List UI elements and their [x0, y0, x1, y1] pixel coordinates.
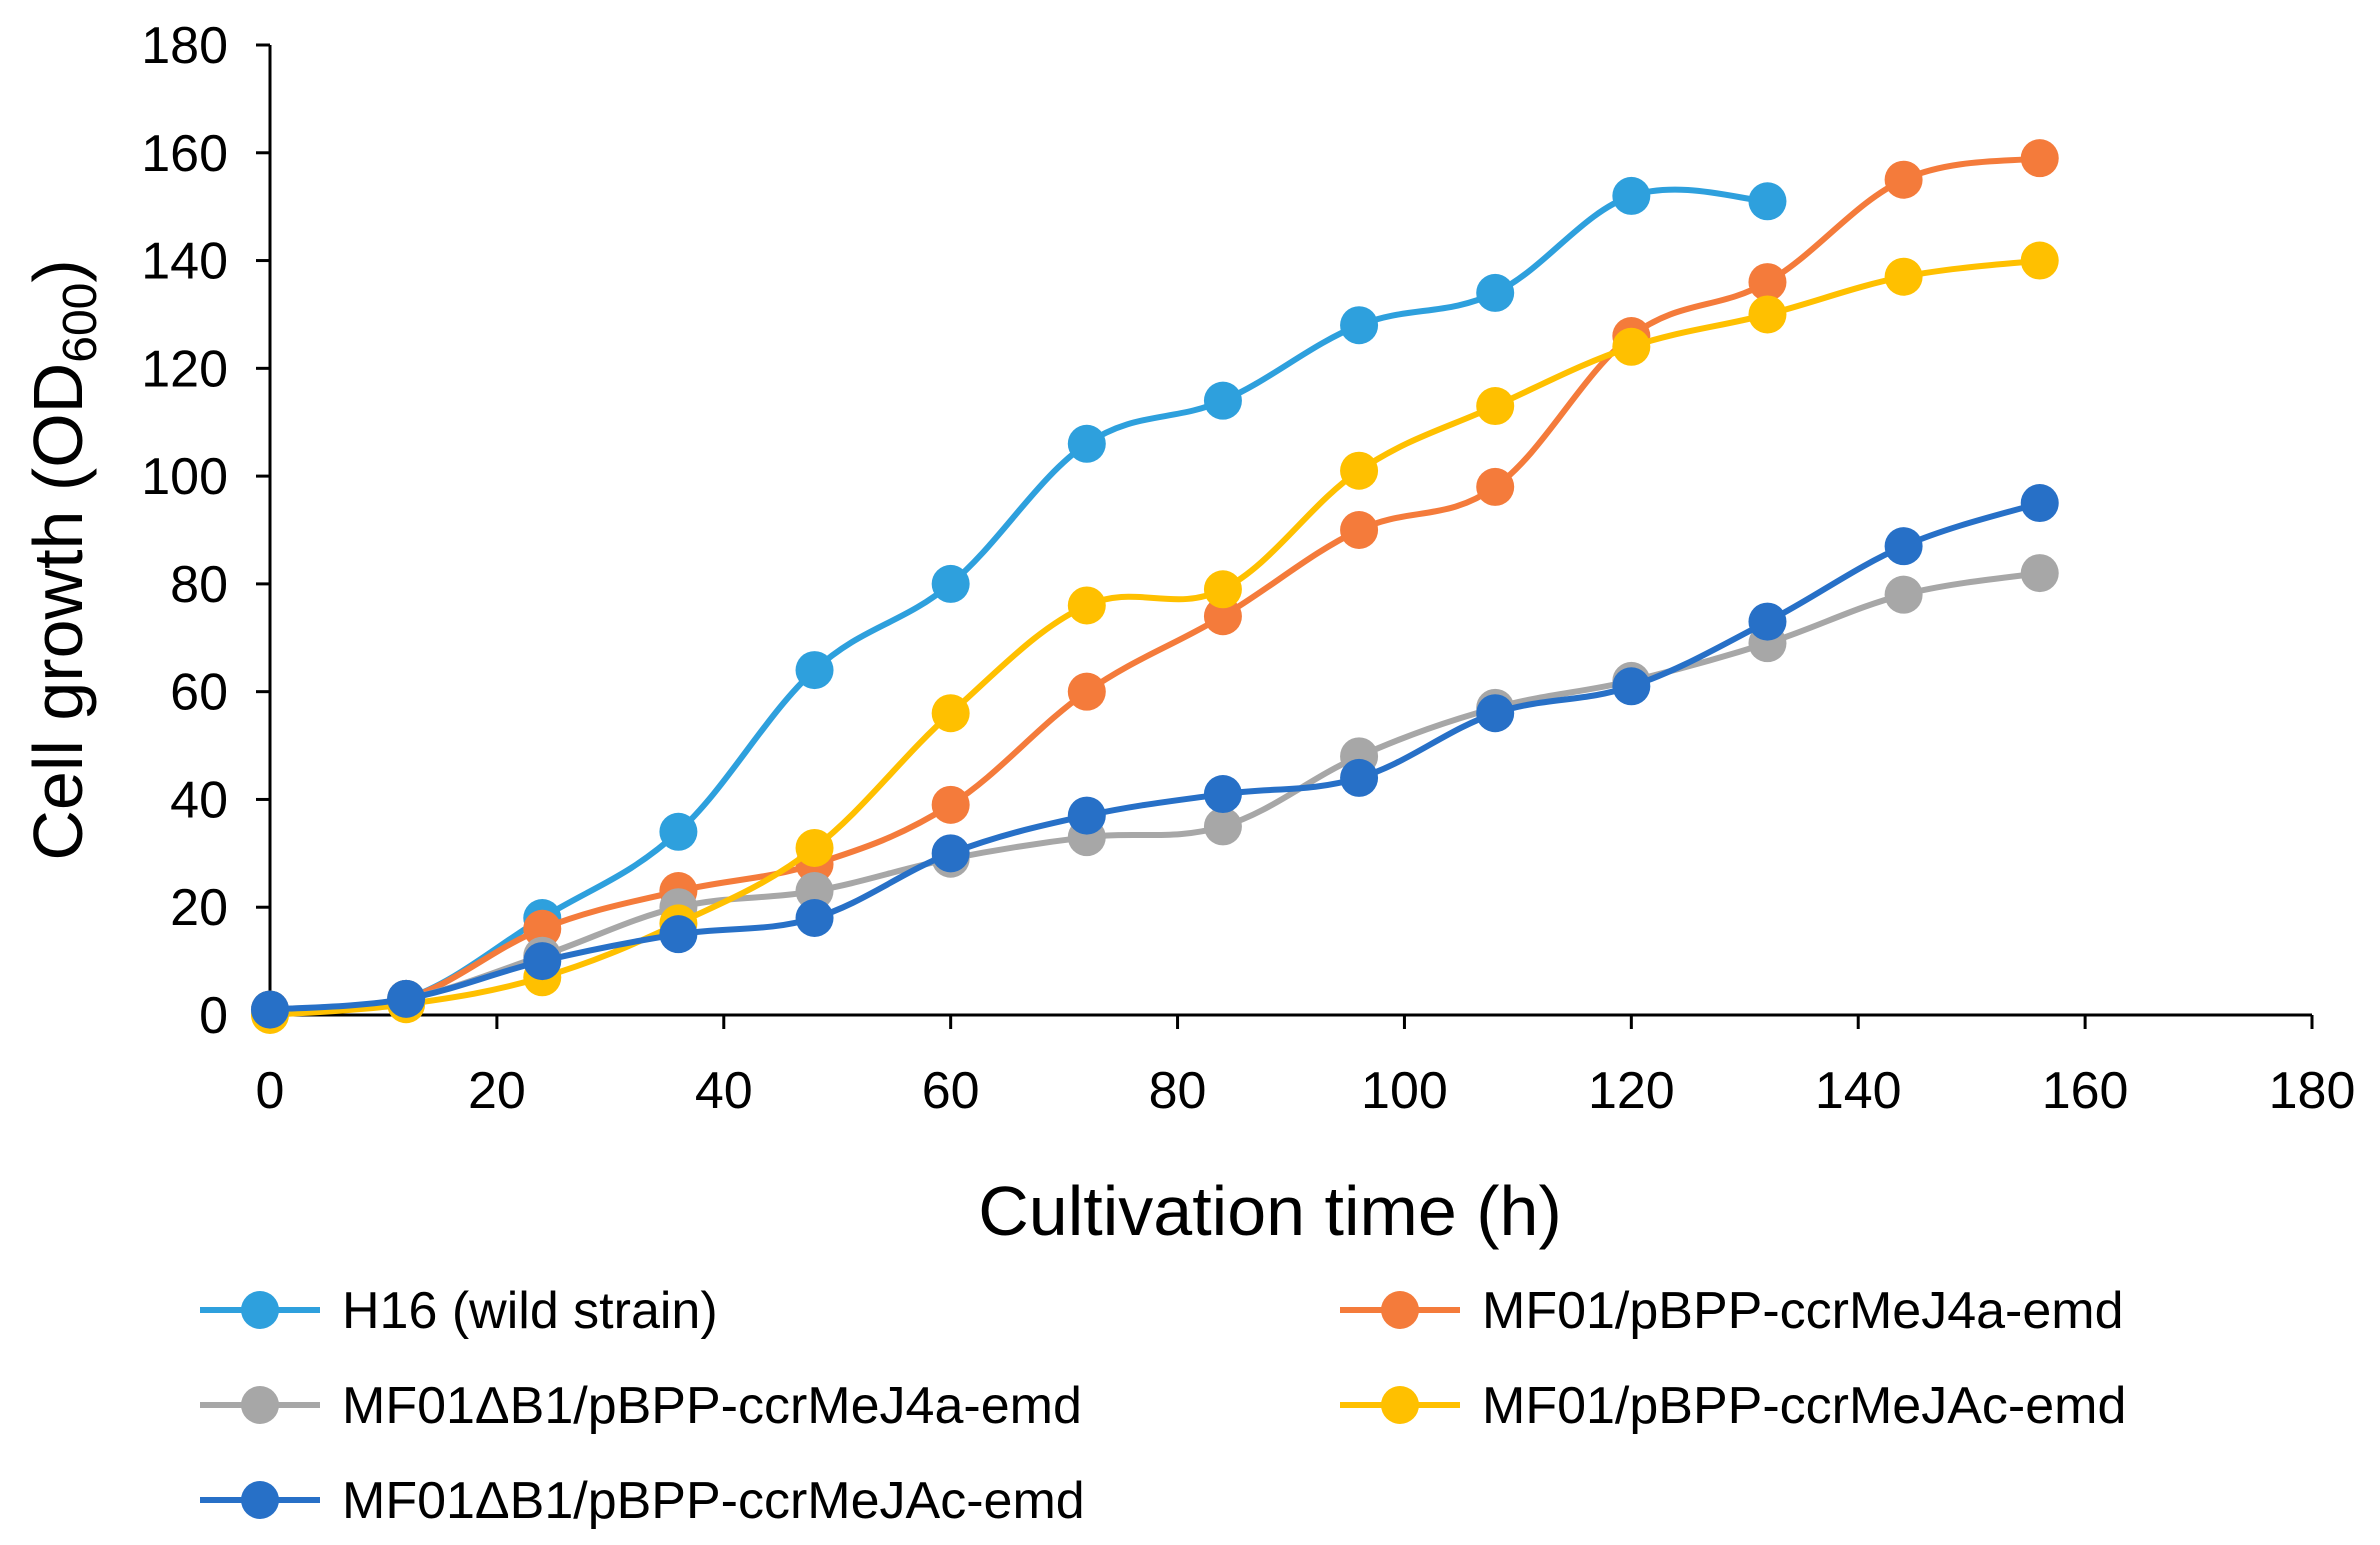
x-tick-label: 40	[695, 1062, 753, 1120]
legend-marker	[1381, 1386, 1419, 1424]
legend-label: H16 (wild strain)	[342, 1282, 718, 1340]
data-point	[1203, 597, 1242, 636]
y-tick-label: 120	[141, 340, 228, 398]
data-point	[1067, 586, 1106, 625]
x-tick-label: 20	[468, 1062, 526, 1120]
data-point	[1203, 381, 1242, 420]
data-point	[1203, 775, 1242, 814]
data-point	[1748, 182, 1787, 221]
x-axis: 0 20 40 60 80 100 120 140 160 180	[256, 1013, 2356, 1120]
data-point	[795, 828, 834, 867]
data-point	[1748, 263, 1787, 302]
data-point	[1067, 672, 1106, 711]
y-axis-title: Cell growth (OD600)	[19, 259, 107, 860]
x-tick-label: 80	[1149, 1062, 1207, 1120]
data-point	[251, 990, 289, 1029]
data-point	[1748, 602, 1787, 641]
legend-item: H16 (wild strain)	[200, 1282, 718, 1340]
series-layer	[251, 139, 2059, 1034]
y-axis-title-subscript: 600	[54, 283, 107, 363]
legend-marker	[241, 1291, 279, 1329]
x-tick-label: 0	[256, 1062, 285, 1120]
legend-label: MF01ΔB1/pBPP-ccrMeJ4a-emd	[342, 1377, 1082, 1435]
x-tick-label: 100	[1361, 1062, 1448, 1120]
x-tick-label: 140	[1815, 1062, 1902, 1120]
series-line	[267, 186, 1771, 1013]
data-point	[1067, 796, 1106, 835]
series-3	[251, 554, 2059, 1029]
x-tick-label: 120	[1588, 1062, 1675, 1120]
legend-item: MF01/pBPP-ccrMeJAc-emd	[1340, 1377, 2126, 1435]
data-point	[1203, 570, 1242, 609]
series-1	[251, 176, 1787, 1029]
legend-label: MF01ΔB1/pBPP-ccrMeJAc-emd	[342, 1472, 1085, 1530]
data-point	[931, 785, 970, 824]
legend-marker	[241, 1481, 279, 1519]
x-tick-label: 60	[922, 1062, 980, 1120]
data-point	[1884, 160, 1923, 199]
data-point	[2020, 139, 2059, 178]
y-tick-label: 20	[170, 879, 228, 937]
y-tick-label: 60	[170, 664, 228, 722]
y-axis-title-main: Cell growth (OD	[19, 363, 97, 861]
data-point	[1884, 527, 1923, 566]
data-point	[2020, 484, 2059, 523]
y-tick-label: 40	[170, 771, 228, 829]
y-axis-title-close: )	[19, 259, 97, 282]
legend-item: MF01ΔB1/pBPP-ccrMeJAc-emd	[200, 1472, 1085, 1530]
data-point	[1884, 575, 1923, 614]
y-axis: 0 20 40 60 80 100 120 140 160 180	[141, 17, 272, 1045]
x-tick-label: 180	[2269, 1062, 2356, 1120]
data-point	[1203, 807, 1242, 846]
data-point	[1340, 758, 1379, 797]
data-point	[1340, 306, 1379, 345]
data-point	[1748, 295, 1787, 334]
data-point	[2020, 241, 2059, 280]
y-tick-label: 80	[170, 556, 228, 614]
data-point	[1612, 327, 1651, 366]
data-point	[1476, 694, 1515, 733]
legend-label: MF01/pBPP-ccrMeJ4a-emd	[1482, 1282, 2124, 1340]
data-point	[1067, 424, 1106, 463]
data-point	[2020, 554, 2059, 593]
data-point	[931, 564, 970, 603]
data-point	[795, 651, 834, 690]
data-point	[795, 872, 834, 911]
legend-marker	[241, 1386, 279, 1424]
legend-marker	[1381, 1291, 1419, 1329]
y-tick-label: 160	[141, 125, 228, 183]
legend-item: MF01/pBPP-ccrMeJ4a-emd	[1340, 1282, 2124, 1340]
data-point	[1476, 387, 1515, 426]
x-tick-label: 160	[2042, 1062, 2129, 1120]
series-line	[267, 257, 2043, 1018]
legend: H16 (wild strain) MF01/pBPP-ccrMeJ4a-emd M…	[200, 1282, 2126, 1530]
data-point	[1612, 667, 1651, 706]
y-tick-label: 180	[141, 17, 228, 75]
data-point	[795, 899, 834, 937]
series-2	[251, 139, 2059, 1029]
x-axis-title: Cultivation time (h)	[978, 1172, 1562, 1250]
legend-item: MF01ΔB1/pBPP-ccrMeJ4a-emd	[200, 1377, 1082, 1435]
data-point	[1476, 273, 1515, 312]
data-point	[1340, 511, 1379, 549]
data-point	[523, 942, 562, 981]
data-point	[1884, 257, 1923, 296]
series-5	[251, 484, 2059, 1029]
data-point	[659, 915, 698, 954]
y-tick-label: 100	[141, 448, 228, 506]
legend-label: MF01/pBPP-ccrMeJAc-emd	[1482, 1377, 2126, 1435]
y-tick-label: 0	[199, 987, 228, 1045]
data-point	[931, 834, 970, 873]
data-point	[1476, 467, 1515, 506]
data-point	[1340, 451, 1379, 490]
data-point	[523, 909, 562, 948]
data-point	[1612, 176, 1651, 215]
data-point	[659, 812, 698, 851]
data-point	[931, 694, 970, 733]
data-point	[387, 979, 426, 1018]
y-tick-label: 140	[141, 233, 228, 291]
